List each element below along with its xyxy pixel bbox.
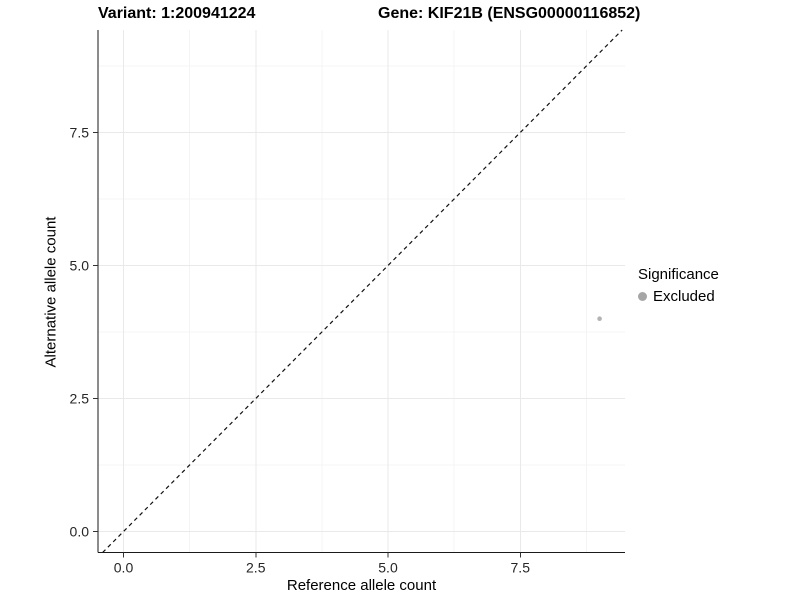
y-tick-label: 0.0	[70, 524, 90, 540]
minor-gridlines	[98, 30, 625, 553]
x-tick-label: 2.5	[246, 560, 266, 576]
x-tick-label: 0.0	[114, 560, 134, 576]
legend-entry-label: Excluded	[653, 288, 715, 305]
identity-dashed-line	[102, 29, 623, 553]
y-tick-label: 7.5	[70, 125, 90, 141]
legend-entry-excluded: Excluded	[638, 288, 719, 305]
plot-title-gene: Gene: KIF21B (ENSG00000116852)	[378, 5, 641, 22]
tick-marks	[93, 132, 521, 558]
legend-title: Significance	[638, 266, 719, 283]
major-gridlines	[98, 30, 625, 553]
y-tick-label: 5.0	[70, 258, 90, 274]
data-point-excluded	[597, 316, 602, 322]
y-tick-label: 2.5	[70, 391, 90, 407]
y-axis-title: Alternative allele count	[42, 216, 60, 368]
x-axis-title: Reference allele count	[286, 577, 437, 594]
legend-key-dot-icon	[638, 292, 647, 301]
x-tick-label: 5.0	[378, 560, 398, 576]
legend: Significance Excluded	[638, 266, 719, 305]
axis-lines	[97, 30, 625, 554]
tick-labels: 0.0 2.5 5.0 7.5 0.0 2.5 5.0 7.5	[70, 125, 531, 576]
x-tick-label: 7.5	[511, 560, 531, 576]
plot-title-variant: Variant: 1:200941224	[98, 5, 256, 22]
